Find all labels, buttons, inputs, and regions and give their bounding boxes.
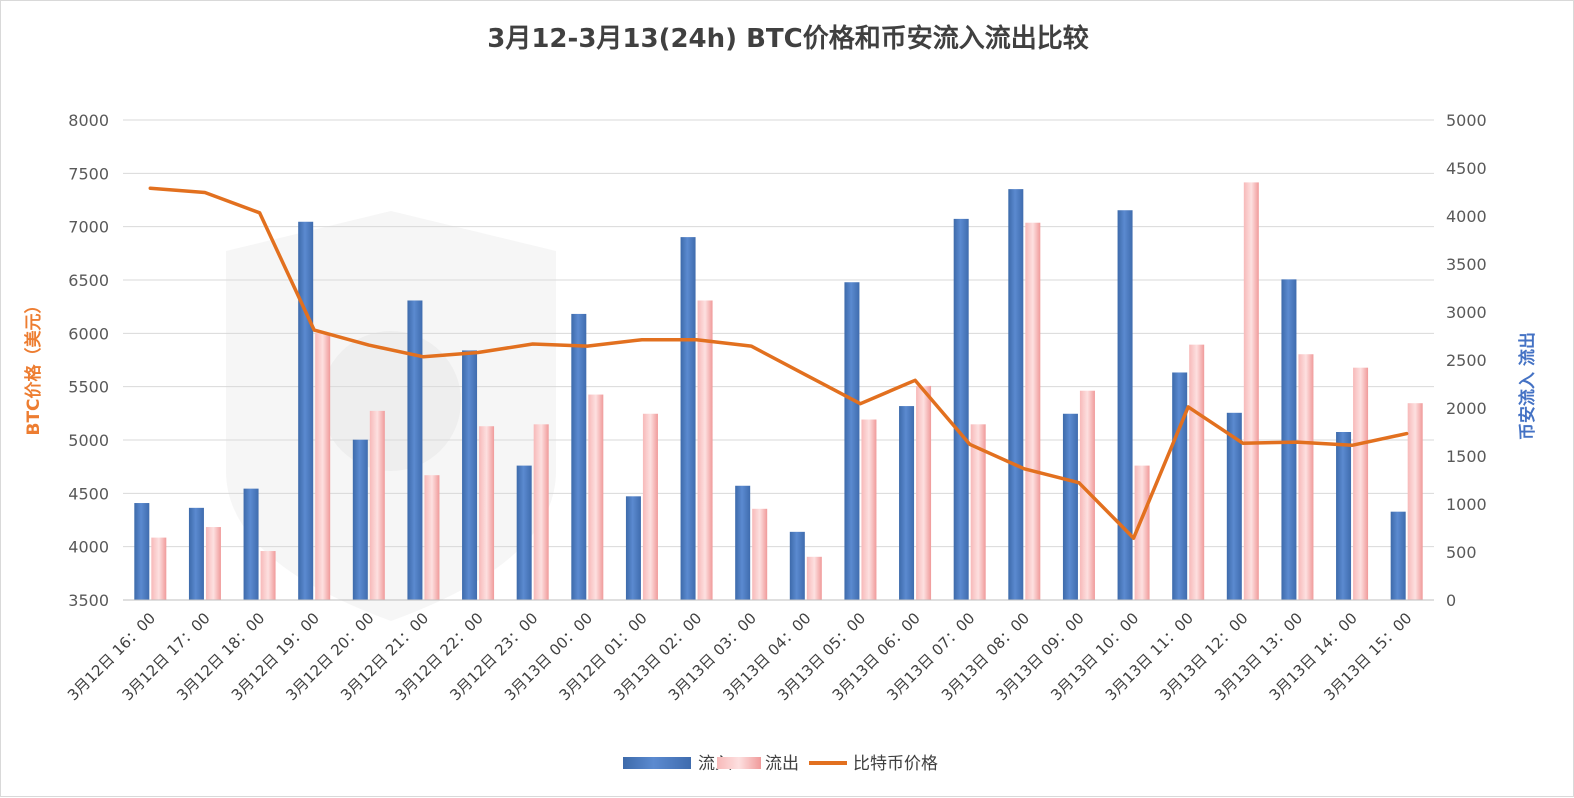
bar-inflow <box>1172 372 1188 600</box>
bar-inflow <box>352 439 368 600</box>
right-tick-label: 1500 <box>1446 447 1487 466</box>
bar-inflow <box>1008 189 1024 600</box>
bar-outflow <box>1298 354 1314 600</box>
bar-inflow <box>953 218 969 600</box>
left-tick-label: 7000 <box>68 218 109 237</box>
bar-outflow <box>1025 222 1041 600</box>
bar-inflow <box>1336 432 1352 600</box>
bar-inflow <box>1226 412 1242 600</box>
right-tick-label: 2500 <box>1446 351 1487 370</box>
right-tick-label: 0 <box>1446 591 1456 610</box>
bar-outflow <box>1134 465 1150 600</box>
right-tick-label: 3000 <box>1446 303 1487 322</box>
left-axis-title: BTC价格（美元） <box>23 296 44 435</box>
left-tick-label: 4500 <box>68 484 109 503</box>
bar-outflow <box>1243 182 1259 600</box>
bar-inflow <box>1062 413 1078 600</box>
bar-outflow <box>424 475 440 600</box>
left-tick-label: 6000 <box>68 324 109 343</box>
right-tick-label: 5000 <box>1446 111 1487 130</box>
bar-inflow <box>680 237 696 600</box>
left-tick-label: 8000 <box>68 111 109 130</box>
bar-inflow <box>899 406 915 600</box>
left-tick-label: 4000 <box>68 538 109 557</box>
right-tick-label: 500 <box>1446 543 1477 562</box>
right-tick-label: 3500 <box>1446 255 1487 274</box>
bar-outflow <box>970 424 986 600</box>
bar-inflow <box>462 350 478 600</box>
legend-label-outflow: 流出 <box>765 754 799 774</box>
bar-inflow <box>243 488 259 600</box>
bar-inflow <box>789 531 805 600</box>
bar-outflow <box>1079 390 1095 600</box>
bar-inflow <box>1281 279 1297 600</box>
bar-outflow <box>916 385 932 600</box>
bar-inflow <box>516 465 532 600</box>
legend: 流入 流出 比特币价格 <box>623 754 938 774</box>
right-axis-title: 币安流入 流出 <box>1517 332 1538 440</box>
bar-outflow <box>697 300 713 600</box>
bar-inflow <box>407 300 423 600</box>
bar-outflow <box>205 527 221 600</box>
legend-swatch-outflow <box>717 757 761 769</box>
bar-outflow <box>369 410 385 600</box>
bar-outflow <box>1407 403 1423 600</box>
right-tick-label: 2000 <box>1446 399 1487 418</box>
bar-outflow <box>151 537 167 600</box>
bar-inflow <box>735 485 751 600</box>
bar-inflow <box>625 496 641 600</box>
left-tick-label: 7500 <box>68 164 109 183</box>
left-axis: 3500 4000 4500 5000 5500 6000 6500 7000 7500 8000 <box>68 111 109 610</box>
bar-inflow <box>1117 210 1133 601</box>
gridlines <box>123 119 1434 601</box>
bar-inflow <box>571 313 587 600</box>
bar-outflow <box>1353 367 1369 600</box>
bar-outflow <box>861 419 877 600</box>
bar-outflow <box>752 508 768 600</box>
bars <box>134 182 1423 601</box>
bar-outflow <box>588 394 604 600</box>
chart-title: 3月12-3月13(24h) BTC价格和币安流入流出比较 <box>487 23 1088 54</box>
bar-outflow <box>479 426 495 600</box>
right-axis: 0 500 1000 1500 2000 2500 3000 3500 4000 4500 5000 <box>1446 111 1487 610</box>
bar-inflow <box>134 503 150 600</box>
price-series-line <box>148 186 1409 540</box>
right-tick-label: 1000 <box>1446 495 1487 514</box>
price-line <box>148 186 1409 540</box>
bar-outflow <box>642 413 658 600</box>
bar-inflow <box>844 282 860 600</box>
left-tick-label: 3500 <box>68 591 109 610</box>
bar-outflow <box>260 551 276 600</box>
right-tick-label: 4000 <box>1446 207 1487 226</box>
left-tick-label: 5500 <box>68 378 109 397</box>
bar-inflow <box>1390 511 1406 600</box>
legend-swatch-inflow <box>623 757 691 769</box>
bar-inflow <box>298 221 314 600</box>
bar-inflow <box>188 507 204 600</box>
bar-outflow <box>315 333 331 600</box>
legend-label-price: 比特币价格 <box>853 754 938 774</box>
bar-outflow <box>533 424 549 600</box>
left-tick-label: 5000 <box>68 431 109 450</box>
left-tick-label: 6500 <box>68 271 109 290</box>
right-tick-label: 4500 <box>1446 159 1487 178</box>
bar-outflow <box>1189 344 1205 600</box>
bar-outflow <box>806 556 822 600</box>
